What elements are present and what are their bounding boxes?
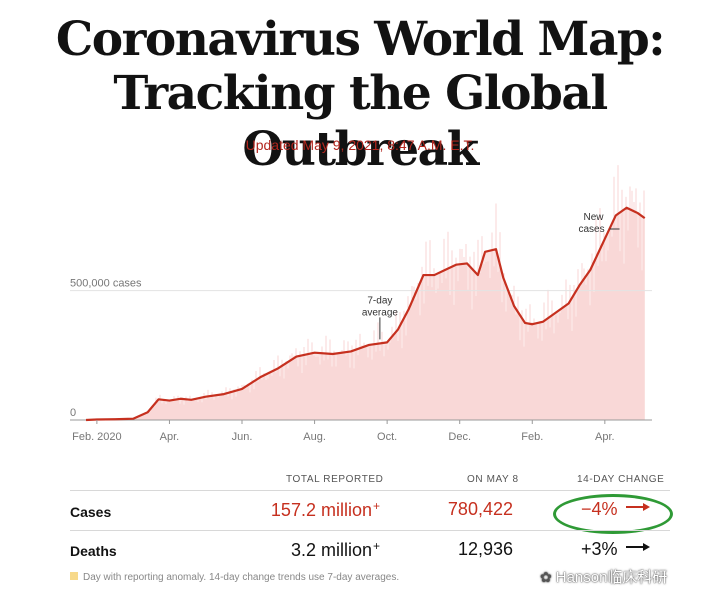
average-annotation-text: average — [362, 307, 399, 318]
cases-chart: 0 500,000 cases Feb. 2020 Apr. Jun. Aug. Oct. D… — [70, 165, 652, 443]
updated-timestamp: Updated May 9, 2021, 8:47 A.M. E.T. — [245, 137, 475, 153]
divider — [70, 530, 670, 531]
x-tick-label: Dec. — [448, 431, 471, 443]
header-on-date: ON MAY 8 — [467, 474, 519, 485]
average-annotation-text: 7-day — [367, 295, 392, 306]
plus-marker: + — [372, 539, 380, 553]
new-cases-annotation-text: New — [584, 212, 605, 223]
header-14-day-change: 14-DAY CHANGE — [577, 474, 665, 485]
y-tick-label: 0 — [70, 407, 76, 419]
cases-on-date-value: 780,422 — [447, 499, 513, 519]
cases-row-label: Cases — [70, 504, 112, 520]
deaths-on-date-value: 12,936 — [457, 539, 513, 559]
header-total-reported: TOTAL REPORTED — [286, 474, 384, 485]
cases-total-value: 157.2 million+ — [270, 499, 380, 520]
arrow-right-icon — [625, 542, 650, 552]
plus-marker: + — [372, 499, 380, 513]
x-tick-label: Aug. — [303, 431, 326, 443]
divider — [70, 490, 670, 491]
watermark: ✿ Hanson临床科研 — [540, 569, 668, 586]
wechat-icon: ✿ — [540, 569, 552, 585]
x-tick-label: Oct. — [377, 431, 397, 443]
seven-day-average-line — [85, 206, 646, 422]
y-tick-label: 500,000 cases — [70, 278, 142, 290]
new-cases-annotation-text: cases — [578, 224, 604, 235]
x-tick-label: Feb. — [521, 431, 543, 443]
x-tick-label: Jun. — [232, 431, 253, 443]
highlight-circle — [553, 494, 673, 534]
cases-area — [86, 207, 645, 420]
x-tick-label: Apr. — [160, 431, 180, 443]
deaths-row-label: Deaths — [70, 543, 117, 559]
x-tick-label: Apr. — [595, 431, 615, 443]
page-title-line-2: Tracking the Global Outbreak — [113, 66, 608, 177]
deaths-total-value: 3.2 million+ — [290, 539, 380, 560]
page-title-line-1: Coronavirus World Map: — [55, 12, 666, 67]
x-tick-label: Feb. 2020 — [72, 431, 122, 443]
deaths-change: +3% — [581, 539, 650, 560]
anomaly-swatch — [70, 572, 78, 580]
footnote: Day with reporting anomaly. 14-day chang… — [70, 572, 399, 583]
